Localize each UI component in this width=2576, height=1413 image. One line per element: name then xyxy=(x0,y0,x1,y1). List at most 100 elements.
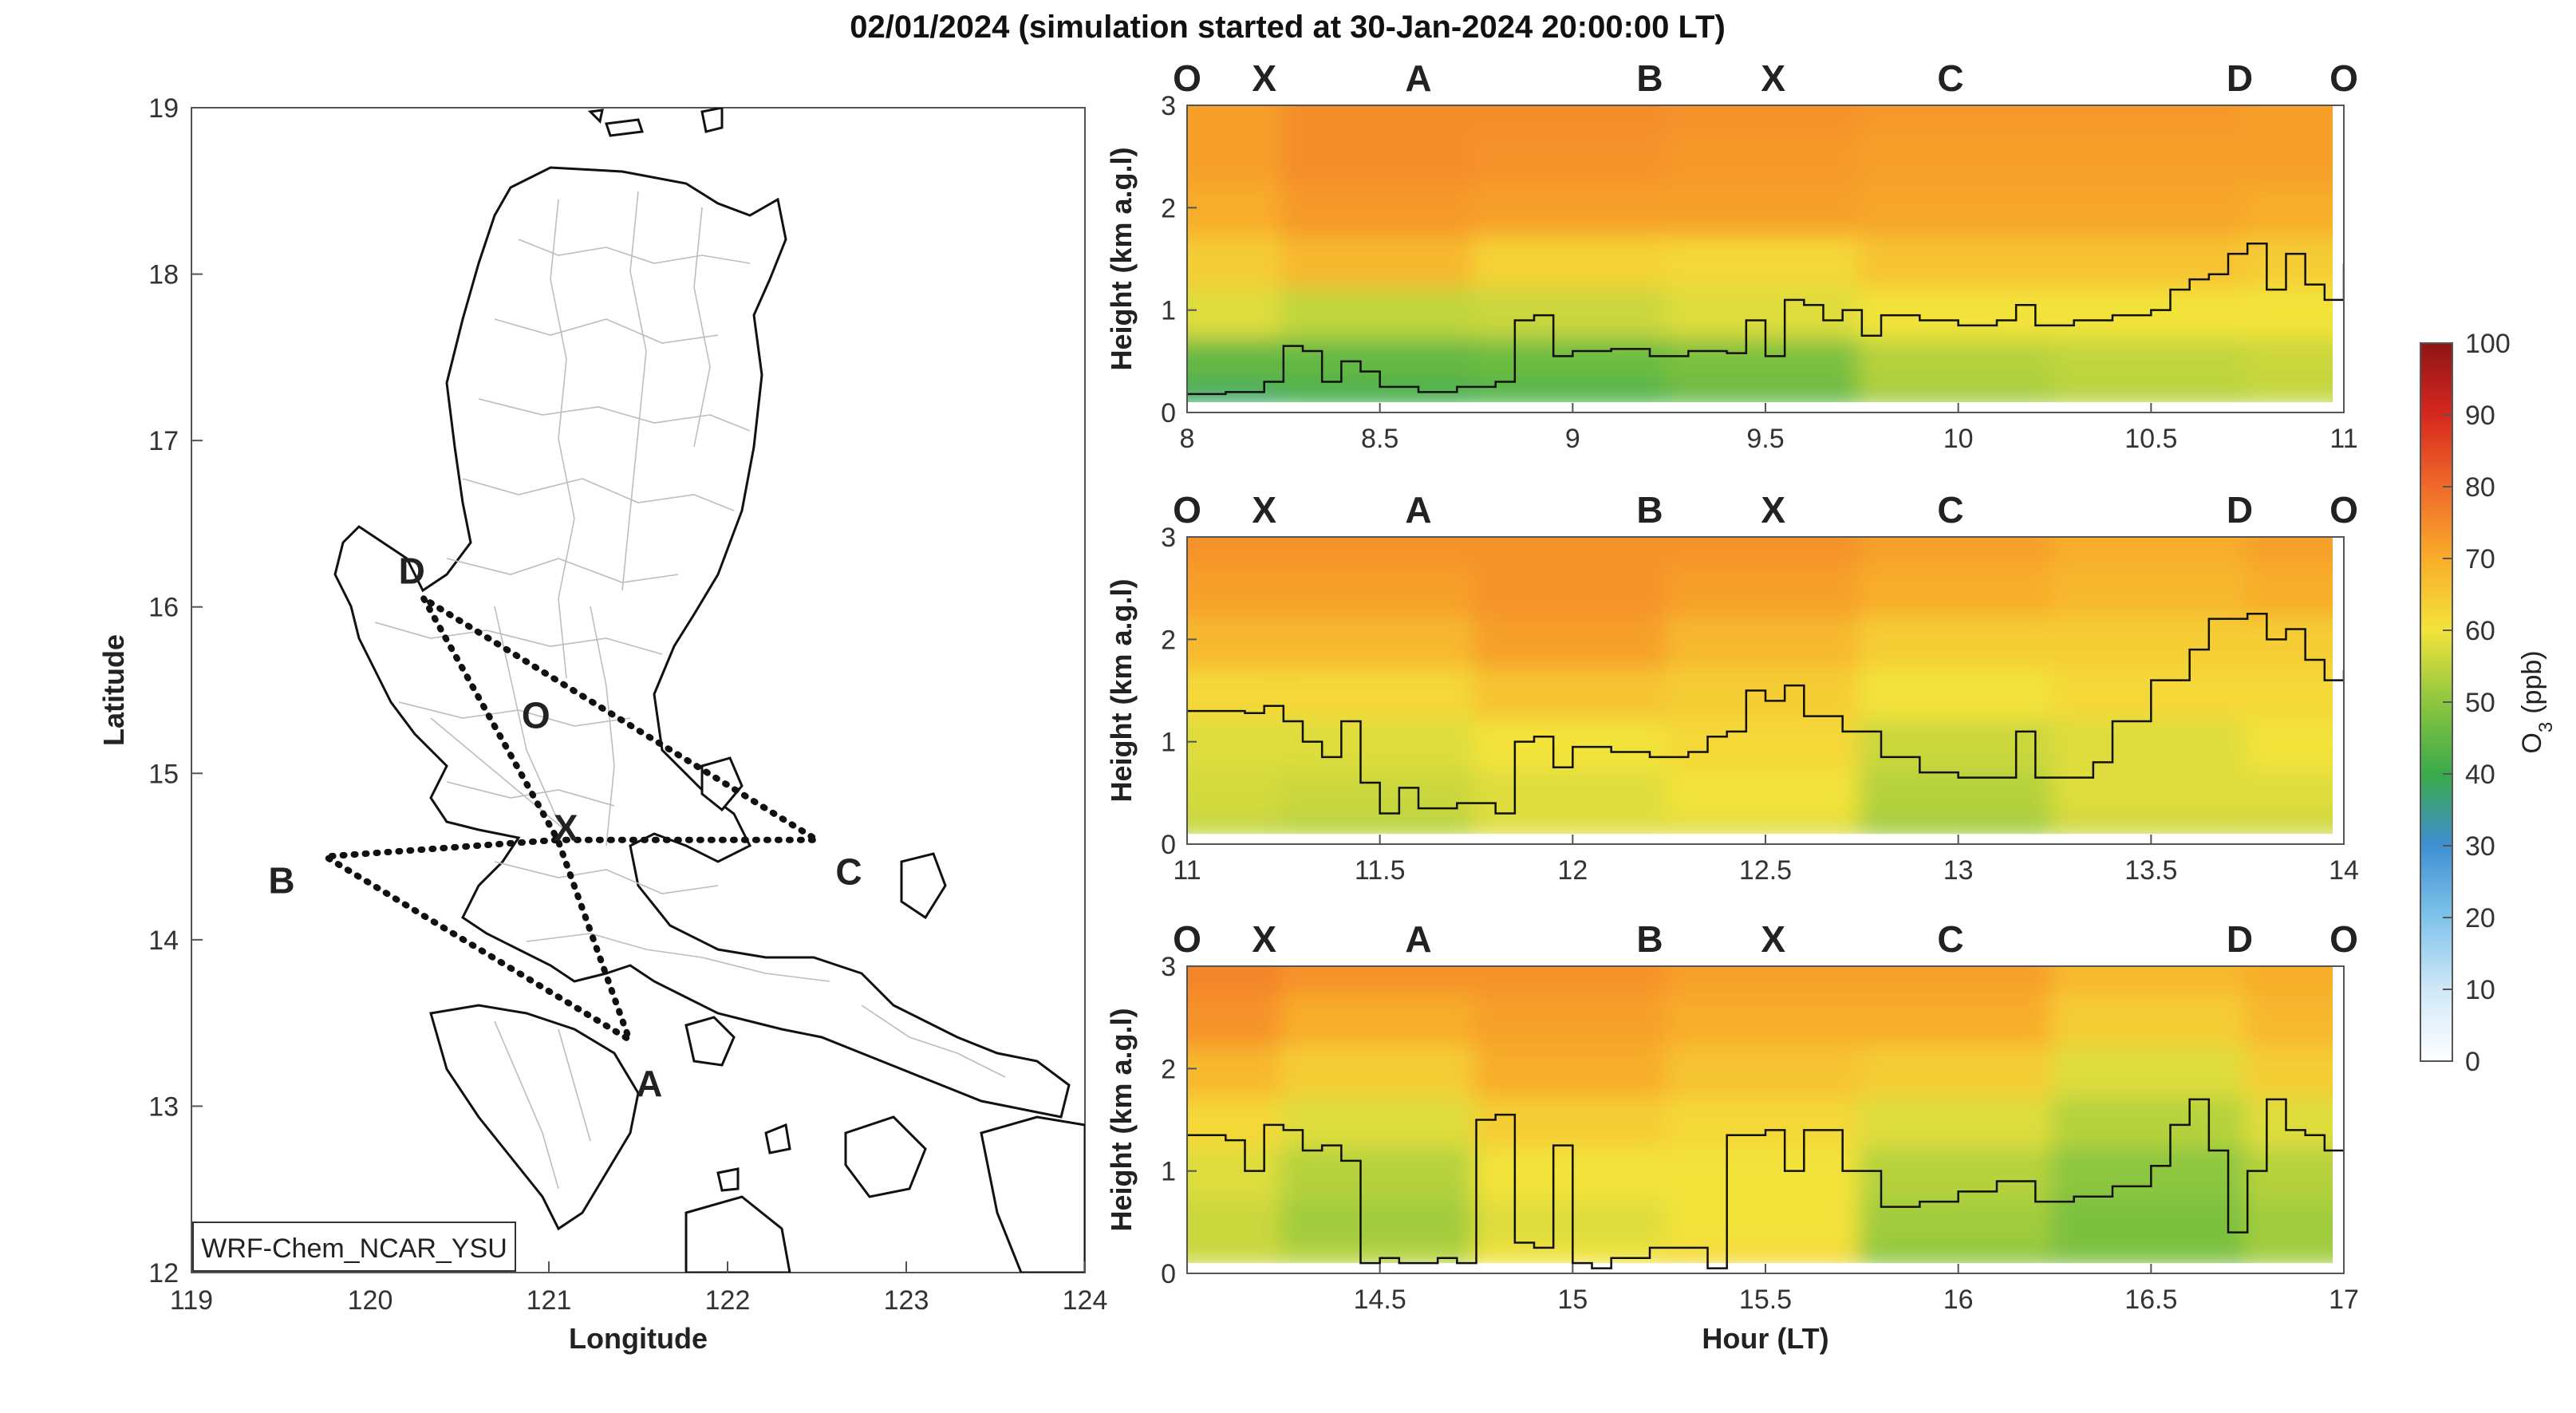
panel-waypoint-o: O xyxy=(2329,489,2358,531)
panel-x-tick-label: 11.5 xyxy=(1355,855,1406,886)
o3-cell xyxy=(1473,661,1673,720)
o3-cell xyxy=(1473,332,1673,385)
colorbar-label: O3 (ppb) xyxy=(2517,650,2557,753)
o3-cell xyxy=(1473,128,1673,186)
map-waypoint-b: B xyxy=(268,860,294,902)
map-panel: O X A B C D 119 120 121 122 123 124 12 13 14 15 16 17 18… xyxy=(97,93,1107,1355)
colorbar-tick-label: 40 xyxy=(2465,760,2495,790)
o3-cell xyxy=(2244,712,2344,771)
map-waypoint-c: C xyxy=(835,851,862,893)
babuyan-islands xyxy=(587,108,724,137)
colorbar-tick-label: 70 xyxy=(2465,544,2495,574)
map-x-tick-label: 122 xyxy=(705,1285,751,1316)
panel-y-tick-label: 2 xyxy=(1161,625,1176,655)
o3-cell xyxy=(1858,281,2058,339)
o3-cell xyxy=(1187,559,1287,618)
panel-y-tick-label: 2 xyxy=(1161,1054,1176,1084)
panel-waypoint-x: X xyxy=(1761,918,1785,960)
o3-cell xyxy=(2051,230,2251,288)
o3-cell xyxy=(1473,989,1673,1047)
o3-cell xyxy=(1666,712,1865,771)
o3-cell xyxy=(1187,537,1287,566)
colorbar-tick-label: 60 xyxy=(2465,616,2495,646)
o3-cell xyxy=(2244,559,2344,618)
o3-cell xyxy=(2051,179,2251,237)
o3-cell xyxy=(1280,1040,1480,1098)
map-waypoint-a: A xyxy=(636,1063,662,1104)
panel-y-tick-label: 0 xyxy=(1161,398,1176,428)
o3-cell xyxy=(1666,1193,1865,1246)
o3-cell xyxy=(1280,610,1480,669)
map-y-axis-label: Latitude xyxy=(97,634,130,746)
o3-cell xyxy=(1858,966,2058,996)
samar-island xyxy=(980,1115,1085,1273)
o3-cell xyxy=(1858,610,2058,669)
o3-cell xyxy=(1280,661,1480,720)
o3-cell xyxy=(1187,966,1287,996)
colorbar-label-unit: (ppb) xyxy=(2517,650,2547,713)
o3-cell xyxy=(1280,128,1480,186)
panel-x-tick-label: 13.5 xyxy=(2124,855,2177,886)
panel-y-tick-label: 3 xyxy=(1161,91,1176,121)
o3-cell xyxy=(1187,764,1287,817)
o3-cell xyxy=(1858,661,2058,720)
o3-cell xyxy=(1666,1142,1865,1200)
map-y-tick-label: 19 xyxy=(148,93,179,124)
o3-cell xyxy=(1280,1193,1480,1246)
o3-heatmap-cells xyxy=(1187,966,2344,1267)
panel-y-axis-label: Height (km a.g.l) xyxy=(1105,147,1138,370)
o3-cell xyxy=(2244,179,2344,237)
o3-cell xyxy=(1280,1142,1480,1200)
no-data-mask-right xyxy=(2333,105,2344,412)
o3-cell xyxy=(1858,128,2058,186)
o3-heatmap-cells xyxy=(1187,105,2344,406)
o3-cell xyxy=(1858,559,2058,618)
o3-cell xyxy=(1280,989,1480,1047)
panel-waypoint-c: C xyxy=(1937,918,1963,960)
panel-waypoint-b: B xyxy=(1636,918,1663,960)
o3-cell xyxy=(2244,230,2344,288)
panel-x-tick-label: 10 xyxy=(1943,424,1974,454)
map-x-tick-label: 124 xyxy=(1063,1285,1108,1316)
panel-waypoint-a: A xyxy=(1405,918,1431,960)
o3-cell xyxy=(2244,989,2344,1047)
panel-x-tick-label: 12.5 xyxy=(1739,855,1792,886)
panel-waypoint-o: O xyxy=(2329,918,2358,960)
polillo-island xyxy=(700,756,744,812)
panel-x-tick-label: 8.5 xyxy=(1361,424,1398,454)
panel-y-axis-label: Height (km a.g.l) xyxy=(1105,578,1138,802)
o3-cell xyxy=(1858,230,2058,288)
map-y-tick-label: 14 xyxy=(148,926,179,956)
map-x-tick-label: 123 xyxy=(884,1285,929,1316)
o3-cell xyxy=(1280,1091,1480,1149)
panel-y-tick-label: 0 xyxy=(1161,830,1176,860)
o3-cell xyxy=(1473,966,1673,996)
panel-y-tick-label: 3 xyxy=(1161,952,1176,982)
o3-cell xyxy=(2244,966,2344,996)
panel-x-tick-label: 11 xyxy=(2329,424,2357,454)
map-waypoint-o: O xyxy=(522,695,550,736)
map-waypoints: O X A B C D xyxy=(268,550,862,1104)
o3-cell xyxy=(1187,610,1287,669)
map-waypoint-x: X xyxy=(554,807,578,849)
o3-cell xyxy=(1666,128,1865,186)
map-y-tick-label: 12 xyxy=(148,1258,179,1289)
o3-cell xyxy=(1187,1193,1287,1246)
panel-x-tick-label: 14 xyxy=(2329,855,2359,886)
time-height-panel-1: 8 8.5 9 9.5 10 10.5 11 0 1 2 3 Height (km a.g.l) O X A… xyxy=(1105,57,2358,454)
panel-x-tick-label: 16 xyxy=(1943,1285,1974,1315)
o3-cell xyxy=(2244,610,2344,669)
panel-waypoint-o: O xyxy=(1173,489,1201,531)
o3-cell xyxy=(1666,105,1865,135)
o3-cell xyxy=(2051,1040,2251,1098)
o3-cell xyxy=(1187,105,1287,135)
flight-path xyxy=(315,595,829,1048)
panel-waypoint-b: B xyxy=(1636,57,1663,99)
hour-axis-label: Hour (LT) xyxy=(1702,1322,1828,1355)
o3-cell xyxy=(2051,1091,2251,1149)
o3-cell xyxy=(2244,764,2344,817)
map-y-ticks: 12 13 14 15 16 17 18 19 xyxy=(148,93,203,1289)
o3-cell xyxy=(2051,1193,2251,1246)
o3-cell xyxy=(1858,989,2058,1047)
colorbar-tick-label: 100 xyxy=(2465,329,2511,359)
